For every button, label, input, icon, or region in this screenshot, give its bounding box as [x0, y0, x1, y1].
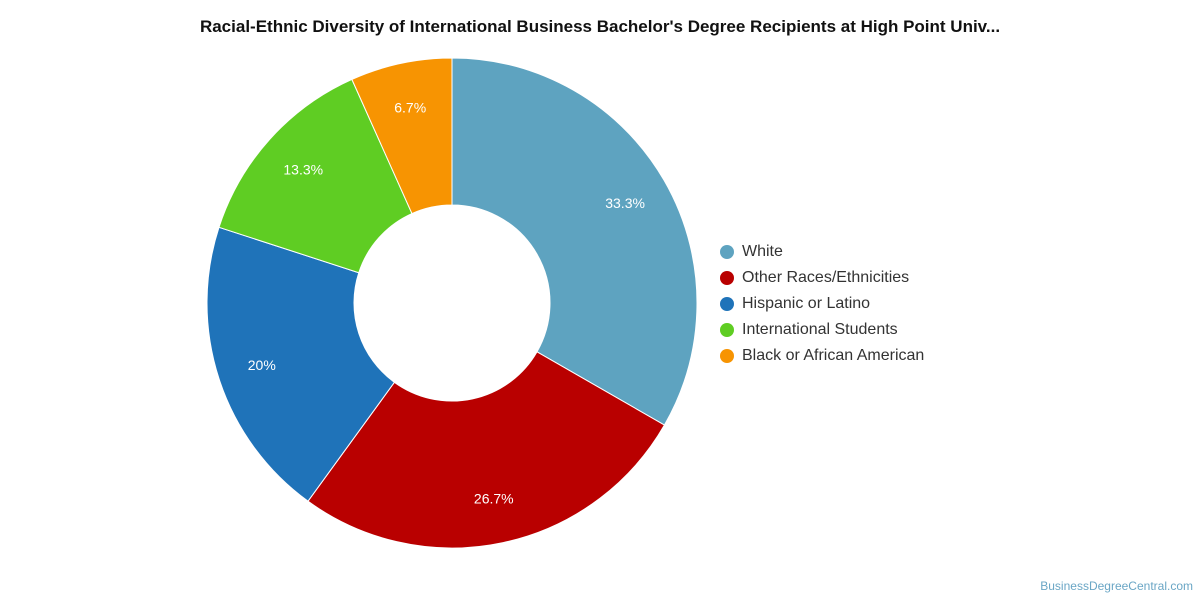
data-label: 20%: [248, 357, 276, 373]
watermark[interactable]: BusinessDegreeCentral.com: [1040, 579, 1193, 593]
legend-swatch-icon: [720, 245, 734, 259]
legend-label: Black or African American: [742, 347, 925, 364]
data-labels-layer: 33.3% 26.7% 20% 13.3% 6.7%: [248, 99, 645, 506]
legend-item[interactable]: White: [720, 239, 924, 265]
legend-item[interactable]: Hispanic or Latino: [720, 291, 924, 317]
data-label: 26.7%: [474, 491, 514, 507]
legend-swatch-icon: [720, 271, 734, 285]
legend: White Other Races/Ethnicities Hispanic or …: [720, 239, 924, 369]
legend-swatch-icon: [720, 349, 734, 363]
slice-white[interactable]: [451, 57, 698, 426]
slice-other-races-ethnicities[interactable]: [307, 351, 666, 549]
chart-title: Racial-Ethnic Diversity of International…: [199, 17, 1001, 36]
slice-black-or-african-american[interactable]: [351, 57, 453, 215]
legend-label: International Students: [742, 321, 898, 338]
data-label: 33.3%: [605, 195, 645, 211]
legend-label: Hispanic or Latino: [742, 295, 871, 312]
data-label: 13.3%: [283, 161, 323, 177]
legend-label: Other Races/Ethnicities: [742, 269, 910, 286]
legend-swatch-icon: [720, 297, 734, 311]
legend-item[interactable]: Other Races/Ethnicities: [720, 265, 924, 291]
legend-swatch-icon: [720, 323, 734, 337]
data-label: 6.7%: [394, 99, 426, 115]
slices-layer: [206, 57, 698, 549]
legend-item[interactable]: International Students: [720, 317, 924, 343]
legend-item[interactable]: Black or African American: [720, 343, 924, 369]
slice-hispanic-or-latino[interactable]: [206, 226, 396, 502]
slice-international-students[interactable]: [218, 78, 413, 274]
legend-label: White: [742, 243, 783, 260]
